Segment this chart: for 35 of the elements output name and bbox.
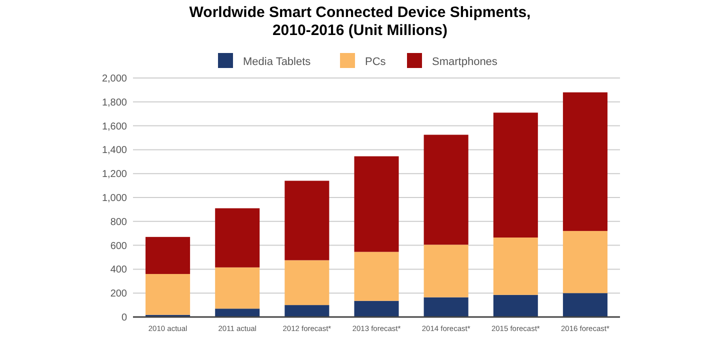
bar <box>562 92 608 231</box>
y-tick-label: 1,200 <box>102 169 128 180</box>
y-tick-label: 1,800 <box>102 97 128 108</box>
y-tick-label: 0 <box>121 312 128 324</box>
bar <box>424 134 468 245</box>
bar <box>562 293 608 317</box>
legend-label: Media Tablets <box>243 56 312 68</box>
bar <box>215 208 260 268</box>
bar <box>146 274 190 315</box>
bar <box>493 294 538 317</box>
y-tick-label: 2,000 <box>102 74 128 84</box>
bar <box>215 267 260 309</box>
chart-title: Worldwide Smart Connected Device Shipments, 2010-2016 (Unit Millions) <box>189 4 531 39</box>
bar <box>493 112 538 238</box>
bar <box>424 297 468 317</box>
bar <box>562 230 608 294</box>
bar <box>354 300 399 317</box>
y-tick-label: 800 <box>110 216 128 228</box>
legend-label: Smartphones <box>432 56 498 68</box>
bar <box>284 305 330 317</box>
bar <box>215 308 260 317</box>
bar <box>354 252 399 301</box>
y-tick-label: 1,000 <box>102 193 128 204</box>
legend-label: PCs <box>365 56 386 68</box>
bar <box>284 180 330 260</box>
bar <box>493 238 538 295</box>
y-tick-label: 400 <box>110 264 128 276</box>
bar <box>284 260 330 306</box>
bar <box>424 244 468 298</box>
bar <box>354 156 399 252</box>
bar <box>146 236 190 274</box>
y-tick-label: 200 <box>110 288 128 300</box>
y-tick-label: 1,600 <box>102 121 128 132</box>
y-tick-label: 1,400 <box>102 145 128 156</box>
y-tick-label: 600 <box>110 240 128 252</box>
